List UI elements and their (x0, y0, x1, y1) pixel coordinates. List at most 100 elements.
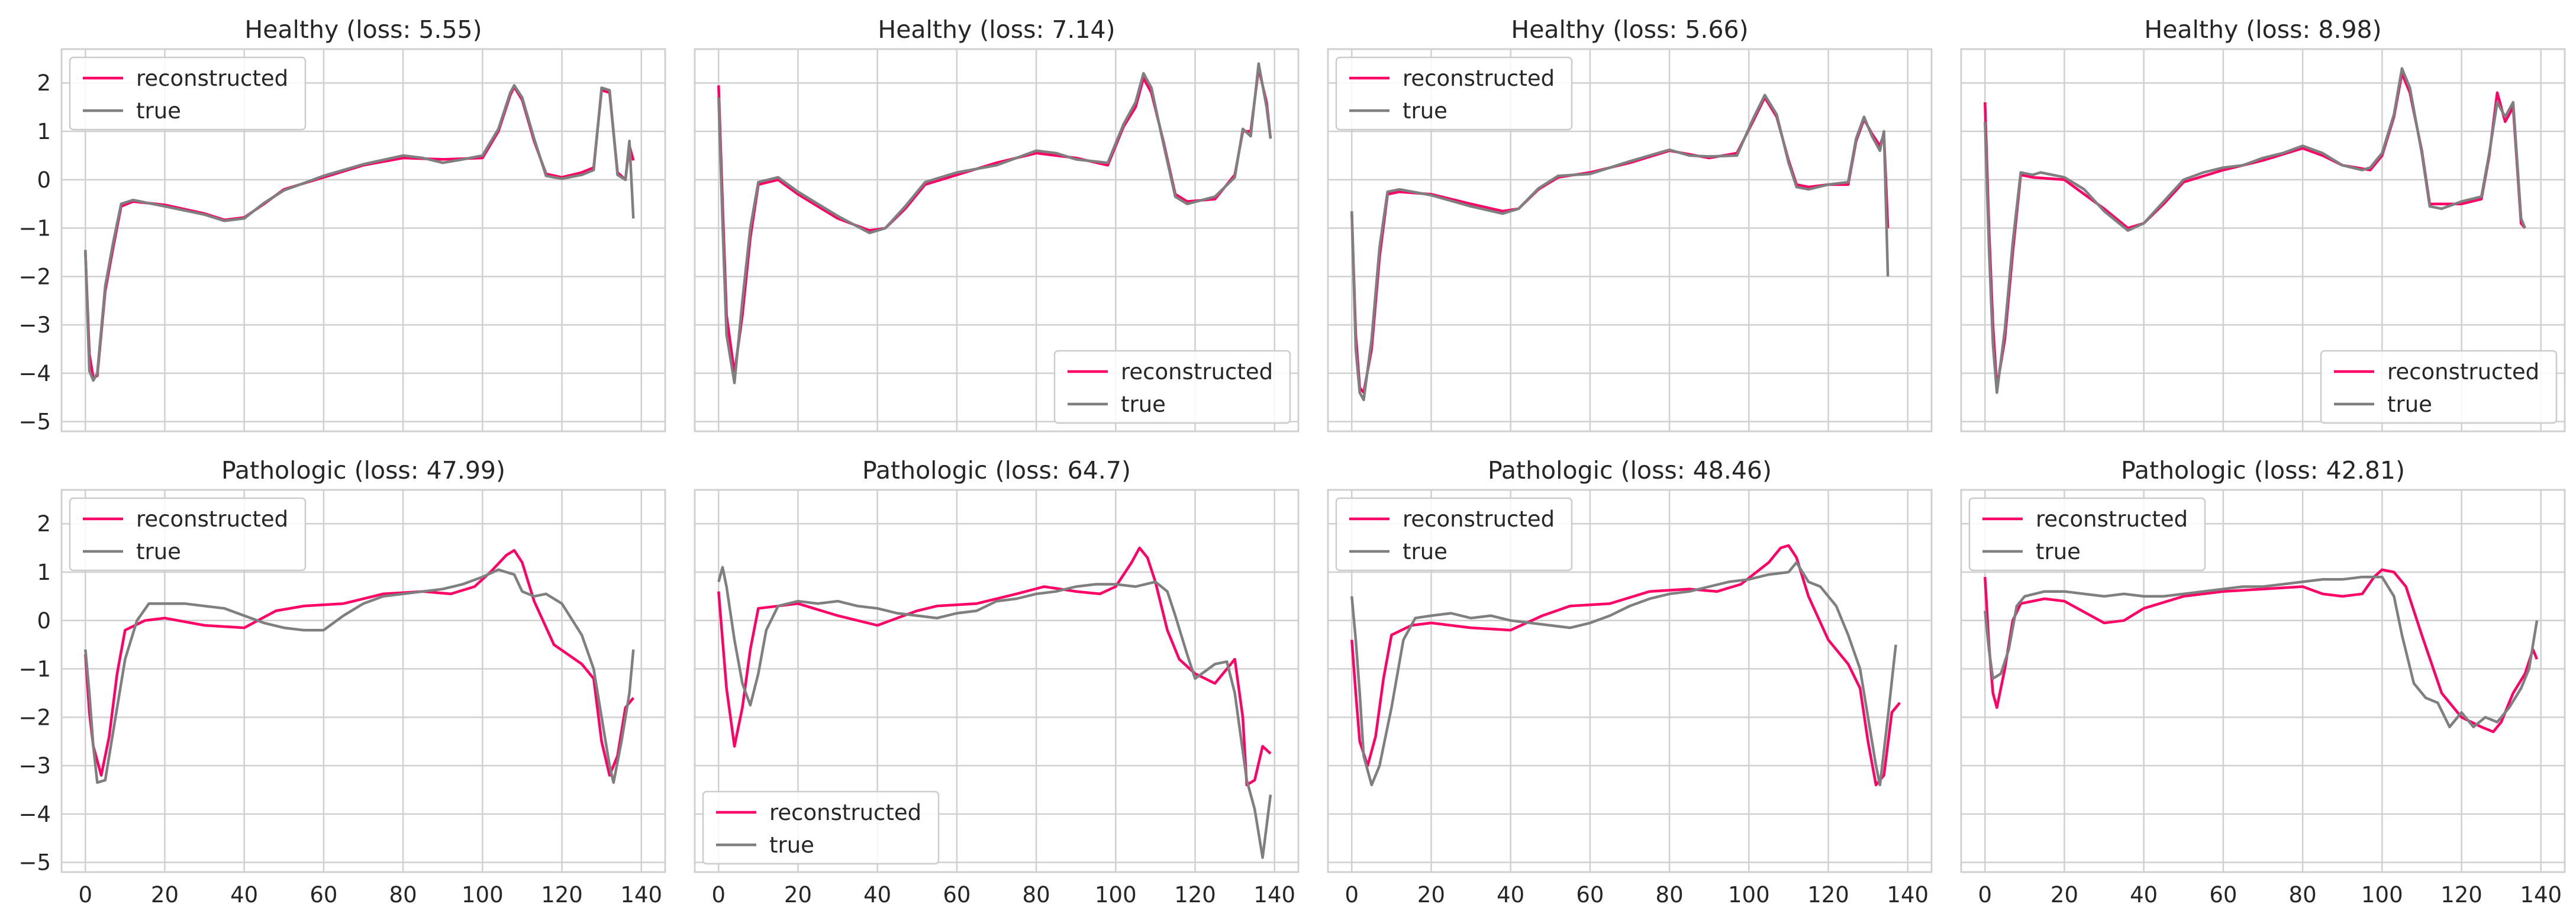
y-tick-label: −3 (18, 753, 51, 779)
axes-frame (60, 48, 666, 432)
legend-label-true: true (1121, 392, 1166, 417)
series-line-reconstructed (1984, 72, 2526, 389)
legend: reconstructed true (69, 56, 307, 131)
x-tick-label: 0 (1345, 882, 1359, 908)
x-tick-label: 140 (2520, 882, 2562, 908)
x-tick-label: 20 (784, 882, 812, 908)
legend-label-reconstructed: reconstructed (1121, 359, 1273, 385)
x-tick-label: 100 (462, 882, 504, 908)
series-line-true (717, 566, 1272, 859)
legend-box (69, 497, 307, 572)
axes-frame (1327, 48, 1933, 432)
subplot-7: Pathologic (loss: 48.46) 0 20 40 60 80 100 120 1… (1327, 456, 1933, 908)
legend-label-reconstructed: reconstructed (2387, 359, 2539, 385)
legend-box (69, 56, 307, 131)
x-tick-label: 80 (2289, 882, 2317, 908)
legend-box (2320, 350, 2558, 424)
subplot-1: Healthy (loss: 5.55) −5 −4 −3 −2 −1 0 1 2 reconst… (18, 15, 666, 435)
subplot-title: Healthy (loss: 5.55) (244, 15, 482, 44)
legend-label-true: true (1403, 539, 1447, 564)
x-tick-label: 0 (1978, 882, 1992, 908)
x-tick-label: 60 (309, 882, 337, 908)
x-tick-label: 20 (1417, 882, 1445, 908)
legend-label-reconstructed: reconstructed (136, 506, 288, 532)
x-tick-label: 100 (2361, 882, 2403, 908)
y-tick-label: 2 (37, 70, 51, 96)
legend: reconstructed true (1968, 497, 2206, 572)
x-tick-label: 40 (230, 882, 258, 908)
series-line-reconstructed (1350, 96, 1890, 394)
legend-box (1968, 497, 2206, 572)
legend-label-true: true (2387, 392, 2432, 417)
legend: reconstructed true (1335, 497, 1573, 572)
y-tick-label: −1 (18, 657, 51, 682)
axes-frame (694, 48, 1300, 432)
x-tick-label: 80 (1656, 882, 1684, 908)
subplot-title: Pathologic (loss: 47.99) (221, 456, 505, 485)
x-tick-label: 40 (863, 882, 891, 908)
y-tick-label: −4 (18, 361, 51, 386)
x-tick-label: 40 (2130, 882, 2158, 908)
axes-frame (1327, 489, 1933, 873)
legend-label-reconstructed: reconstructed (2036, 506, 2188, 532)
series-line-true (1350, 93, 1890, 402)
y-tick-label: 1 (37, 560, 51, 585)
legend-box (1335, 56, 1573, 131)
x-tick-label: 60 (2209, 882, 2237, 908)
x-tick-label: 20 (151, 882, 179, 908)
x-tick-label: 140 (620, 882, 662, 908)
legend-label-true: true (136, 539, 181, 564)
x-tick-label: 20 (2051, 882, 2078, 908)
legend-label-reconstructed: reconstructed (1403, 506, 1555, 532)
legend: reconstructed true (69, 497, 307, 572)
subplot-title: Healthy (loss: 5.66) (1511, 15, 1748, 44)
x-tick-label: 100 (1095, 882, 1137, 908)
y-tick-label: 2 (37, 511, 51, 537)
legend-label-true: true (769, 832, 814, 858)
series-line-reconstructed (717, 67, 1272, 375)
axes-frame (60, 489, 666, 873)
x-tick-label: 120 (1174, 882, 1216, 908)
y-tick-label: −2 (18, 705, 51, 730)
axes-frame (694, 489, 1300, 873)
legend-box (702, 790, 940, 865)
subplot-3: Healthy (loss: 5.66) reconstructed true (1327, 15, 1933, 432)
x-tick-label: 140 (1253, 882, 1295, 908)
series-line-true (84, 84, 635, 382)
legend-label-reconstructed: reconstructed (1403, 66, 1555, 91)
x-tick-label: 120 (1807, 882, 1849, 908)
legend-box (1335, 497, 1573, 572)
legend-label-true: true (2036, 539, 2081, 564)
subplot-2: Healthy (loss: 7.14) reconstructed true (694, 15, 1300, 432)
y-tick-label: −1 (18, 216, 51, 241)
subplot-title: Pathologic (loss: 48.46) (1488, 456, 1772, 485)
legend: reconstructed true (1053, 350, 1291, 424)
series-line-true (1350, 561, 1897, 787)
x-tick-label: 40 (1497, 882, 1524, 908)
legend-label-true: true (136, 98, 181, 124)
x-tick-label: 120 (2440, 882, 2482, 908)
series-line-true (717, 62, 1272, 385)
series-line-true (1984, 575, 2539, 728)
y-tick-label: −3 (18, 312, 51, 338)
x-tick-label: 60 (1576, 882, 1604, 908)
subplot-6: Pathologic (loss: 64.7) 0 20 40 60 80 100 120 14… (694, 456, 1300, 908)
x-tick-label: 80 (1023, 882, 1050, 908)
x-tick-label: 120 (541, 882, 583, 908)
subplot-8: Pathologic (loss: 42.81) 0 20 40 60 80 100 120 1… (1960, 456, 2566, 908)
axes-frame (1960, 489, 2566, 873)
series-line-true (84, 568, 635, 784)
subplot-title: Healthy (loss: 8.98) (2144, 15, 2381, 44)
y-tick-label: 1 (37, 119, 51, 144)
x-tick-label: 100 (1728, 882, 1770, 908)
y-tick-label: −4 (18, 802, 51, 827)
legend: reconstructed true (1335, 56, 1573, 131)
legend-box (1053, 350, 1291, 424)
series-line-true (1984, 67, 2526, 394)
y-tick-label: −2 (18, 264, 51, 289)
series-line-reconstructed (717, 546, 1272, 787)
subplot-title: Pathologic (loss: 42.81) (2121, 456, 2405, 485)
y-tick-label: 0 (37, 608, 51, 634)
